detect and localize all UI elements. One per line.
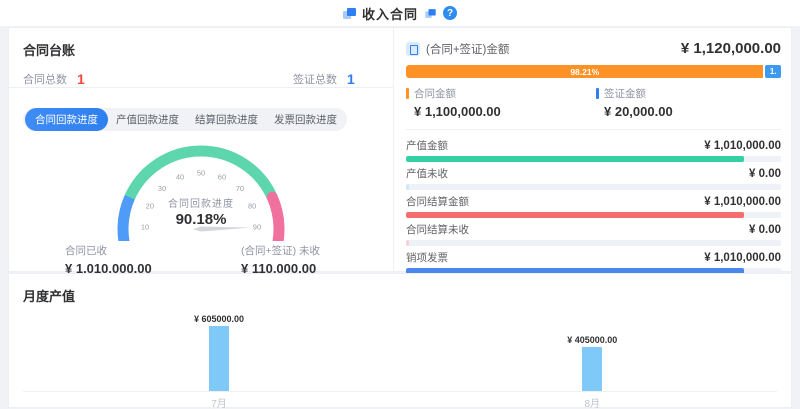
metric-bar-fill <box>406 212 745 218</box>
bar-7月: ¥ 605000.00 <box>194 314 244 391</box>
amount-summary-panel: (合同+签证)金额 ¥ 1,120,000.00 98.21% 1. 合同金额 ¥… <box>394 28 791 302</box>
metric-row-4: 销项发票 ¥ 1,010,000.00 <box>406 246 781 274</box>
metric-label: 合同结算金额 <box>406 196 469 208</box>
ledger-count-1: 签证总数 1 <box>293 71 355 87</box>
received-label: 合同已收 <box>65 245 107 257</box>
ledger-count-0: 合同总数 1 <box>23 71 293 87</box>
received-item-0: 合同已收 ¥ 1,010,000.00 <box>65 243 241 276</box>
ledger-count-value: 1 <box>77 71 85 87</box>
gauge-tick: 80 <box>248 202 256 211</box>
legend-marker <box>596 88 599 99</box>
received-summary: 合同已收 ¥ 1,010,000.00 (合同+签证) 未收 ¥ 110,000.00 <box>65 243 393 276</box>
metric-row-0: 产值金额 ¥ 1,010,000.00 <box>406 134 781 162</box>
contract-amount-bar: 98.21% <box>406 65 764 78</box>
legend-label: 签证金额 <box>604 88 646 100</box>
ledger-title: 合同台账 <box>23 43 76 58</box>
metric-bar-track <box>406 156 781 162</box>
received-value: ¥ 110,000.00 <box>241 261 317 276</box>
ledger-count-label: 合同总数 <box>23 74 67 86</box>
metric-value: ¥ 1,010,000.00 <box>704 251 781 264</box>
metric-bar-track <box>406 240 781 246</box>
received-label: (合同+签证) 未收 <box>241 245 321 257</box>
bar-rect <box>582 347 603 391</box>
gauge-tick: 90 <box>253 223 261 232</box>
ledger-counts: 合同总数 1 签证总数 1 <box>23 71 379 87</box>
metric-label: 合同结算未收 <box>406 224 469 236</box>
payment-progress-gauge: 0102030405060708090100 合同回款进度 90.18% <box>86 133 316 262</box>
summary-title: (合同+签证)金额 <box>426 43 510 56</box>
gauge-label: 合同回款进度 <box>168 199 234 210</box>
metric-bar-track <box>406 212 781 218</box>
monthly-bar-chart: ¥ 605000.00 7月 ¥ 405000.00 8月 <box>23 305 777 409</box>
metric-row-3: 合同结算未收 ¥ 0.00 <box>406 218 781 246</box>
gauge-tick: 30 <box>158 184 166 193</box>
bar-category-label: 8月 <box>584 399 601 409</box>
amount-legend: 合同金额 ¥ 1,100,000.00 签证金额 ¥ 20,000.00 <box>406 86 781 130</box>
metric-value: ¥ 0.00 <box>749 167 781 180</box>
x-axis-line <box>23 391 777 392</box>
contract-folder-icon <box>342 7 356 19</box>
ledger-count-label: 签证总数 <box>293 74 337 86</box>
top-card: 合同台账 合同总数 1 签证总数 1 合同回款进度 产值回款进度 结算回款进度 发票回款进度… <box>8 27 792 302</box>
page-title: 收入合同 <box>361 6 418 22</box>
tab-3[interactable]: 发票回款进度 <box>274 114 337 126</box>
help-icon[interactable]: ? <box>443 6 457 20</box>
contract-visa-stacked-bar: 98.21% 1. <box>406 65 781 78</box>
ledger-count-value: 1 <box>347 71 355 87</box>
tab-1[interactable]: 产值回款进度 <box>116 114 179 126</box>
legend-marker <box>406 88 409 99</box>
metric-row-2: 合同结算金额 ¥ 1,010,000.00 <box>406 190 781 218</box>
metric-value: ¥ 1,010,000.00 <box>704 195 781 208</box>
legend-item-1: 签证金额 ¥ 20,000.00 <box>596 86 673 119</box>
metric-bar-fill <box>406 268 745 274</box>
metric-value: ¥ 0.00 <box>749 223 781 236</box>
metric-row-1: 产值未收 ¥ 0.00 <box>406 162 781 190</box>
metric-label: 销项发票 <box>406 252 448 264</box>
gauge-tick: 20 <box>146 202 154 211</box>
received-item-1: (合同+签证) 未收 ¥ 110,000.00 <box>241 243 320 276</box>
metric-bar-fill <box>406 156 745 162</box>
monthly-output-card: 月度产值 ¥ 605000.00 7月 ¥ 405000.00 8月 <box>8 273 792 409</box>
gauge-needle <box>193 226 251 232</box>
bar-8月: ¥ 405000.00 <box>567 335 617 391</box>
summary-total: ¥ 1,120,000.00 <box>680 40 781 57</box>
contract-folder-icon-small <box>425 8 436 18</box>
contract-amount-pct: 98.21% <box>570 66 600 77</box>
tab-0[interactable]: 合同回款进度 <box>25 108 108 131</box>
legend-value: ¥ 20,000.00 <box>604 104 673 119</box>
gauge-tick: 10 <box>141 223 149 232</box>
gauge-segment-1 <box>124 145 278 200</box>
metric-bar-fill <box>406 240 409 246</box>
metric-value: ¥ 1,010,000.00 <box>704 139 781 152</box>
bar-category-label: 7月 <box>211 399 227 409</box>
gauge-value: 90.18% <box>175 211 227 228</box>
ledger-section: 合同台账 合同总数 1 签证总数 1 <box>9 28 393 88</box>
metric-bar-track <box>406 268 781 274</box>
tab-2[interactable]: 结算回款进度 <box>195 114 258 126</box>
legend-value: ¥ 1,100,000.00 <box>414 104 501 119</box>
gauge-chart: 0102030405060708090100 <box>117 145 285 262</box>
metric-label: 产值未收 <box>406 168 448 180</box>
gauge-tick: 70 <box>236 184 244 193</box>
gauge-tick: 40 <box>176 173 184 182</box>
metric-bar-track <box>406 184 781 190</box>
bar-rect <box>209 326 230 391</box>
monthly-chart-title: 月度产值 <box>23 289 76 304</box>
contract-ledger-panel: 合同台账 合同总数 1 签证总数 1 合同回款进度 产值回款进度 结算回款进度 发票回款进度… <box>9 28 394 276</box>
gauge-tick: 50 <box>197 169 205 178</box>
bar-value-label: ¥ 605000.00 <box>194 314 245 324</box>
visa-amount-chip: 1. <box>765 65 781 78</box>
metric-label: 产值金额 <box>406 140 448 152</box>
summary-header: (合同+签证)金额 ¥ 1,120,000.00 <box>406 40 781 57</box>
bar-value-label: ¥ 405000.00 <box>567 335 618 345</box>
metric-bar-fill <box>406 184 409 190</box>
gauge-tick: 60 <box>218 173 226 182</box>
document-icon <box>406 41 420 56</box>
legend-item-0: 合同金额 ¥ 1,100,000.00 <box>406 86 596 119</box>
received-value: ¥ 1,010,000.00 <box>65 261 152 276</box>
legend-label: 合同金额 <box>414 88 456 100</box>
progress-tabs: 合同回款进度 产值回款进度 结算回款进度 发票回款进度 <box>23 108 347 131</box>
page-header: 收入合同 ? <box>0 0 800 27</box>
